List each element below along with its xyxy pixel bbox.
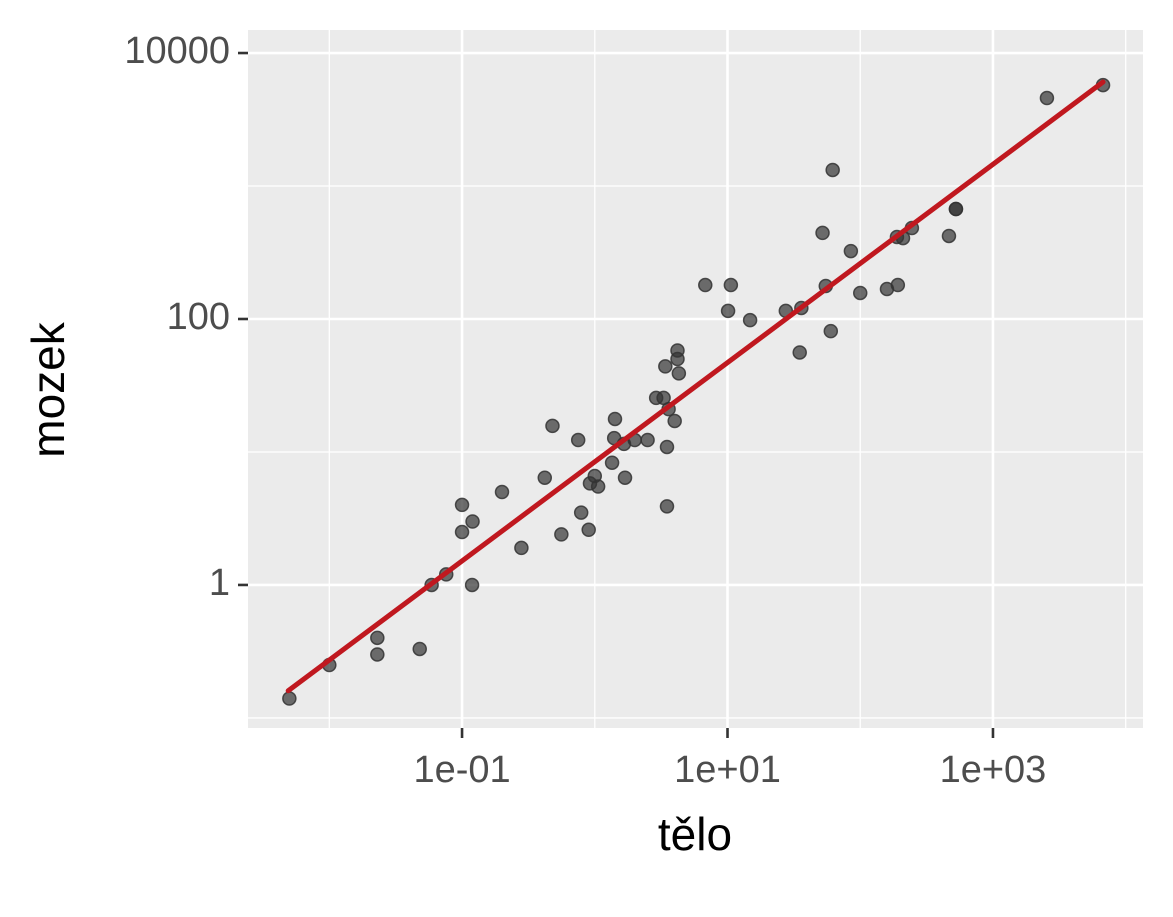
- point: [723, 277, 739, 293]
- point: [514, 540, 529, 556]
- point: [843, 243, 859, 259]
- point: [465, 514, 480, 529]
- point: [670, 351, 685, 367]
- point: [698, 277, 713, 293]
- point: [823, 323, 839, 339]
- point: [581, 522, 596, 538]
- point: [742, 312, 758, 328]
- point: [545, 418, 560, 434]
- point: [890, 277, 906, 293]
- point: [659, 439, 675, 455]
- point: [412, 641, 427, 657]
- fit-line: [285, 79, 1106, 694]
- y-axis-title: mozek: [22, 321, 74, 457]
- point: [852, 285, 868, 301]
- point: [667, 413, 682, 429]
- point: [607, 411, 623, 427]
- point: [537, 470, 553, 485]
- x-axis-title: tělo: [658, 808, 732, 860]
- point: [494, 484, 510, 500]
- point: [573, 505, 589, 520]
- point: [720, 303, 736, 319]
- point: [1039, 90, 1055, 106]
- point: [792, 345, 807, 360]
- point: [671, 366, 687, 381]
- point: [640, 432, 655, 448]
- point: [604, 455, 620, 470]
- point: [941, 228, 957, 244]
- point: [282, 691, 297, 706]
- point: [554, 527, 569, 542]
- point: [454, 524, 470, 540]
- point: [370, 630, 385, 646]
- point: [464, 577, 480, 593]
- point: [590, 479, 606, 494]
- point: [570, 432, 586, 448]
- point: [948, 201, 964, 217]
- x-tick-label: 1e+01: [674, 749, 781, 791]
- point: [454, 497, 470, 513]
- y-tick-label: 100: [167, 296, 230, 338]
- x-tick-label: 1e-01: [413, 749, 510, 791]
- point: [659, 499, 675, 514]
- point: [617, 470, 633, 485]
- point: [370, 647, 385, 662]
- y-tick-label: 10000: [124, 30, 230, 72]
- x-tick-label: 1e+03: [940, 749, 1047, 791]
- point: [658, 359, 673, 374]
- y-tick-label: 1: [209, 562, 230, 604]
- point: [815, 225, 830, 241]
- point: [825, 162, 840, 178]
